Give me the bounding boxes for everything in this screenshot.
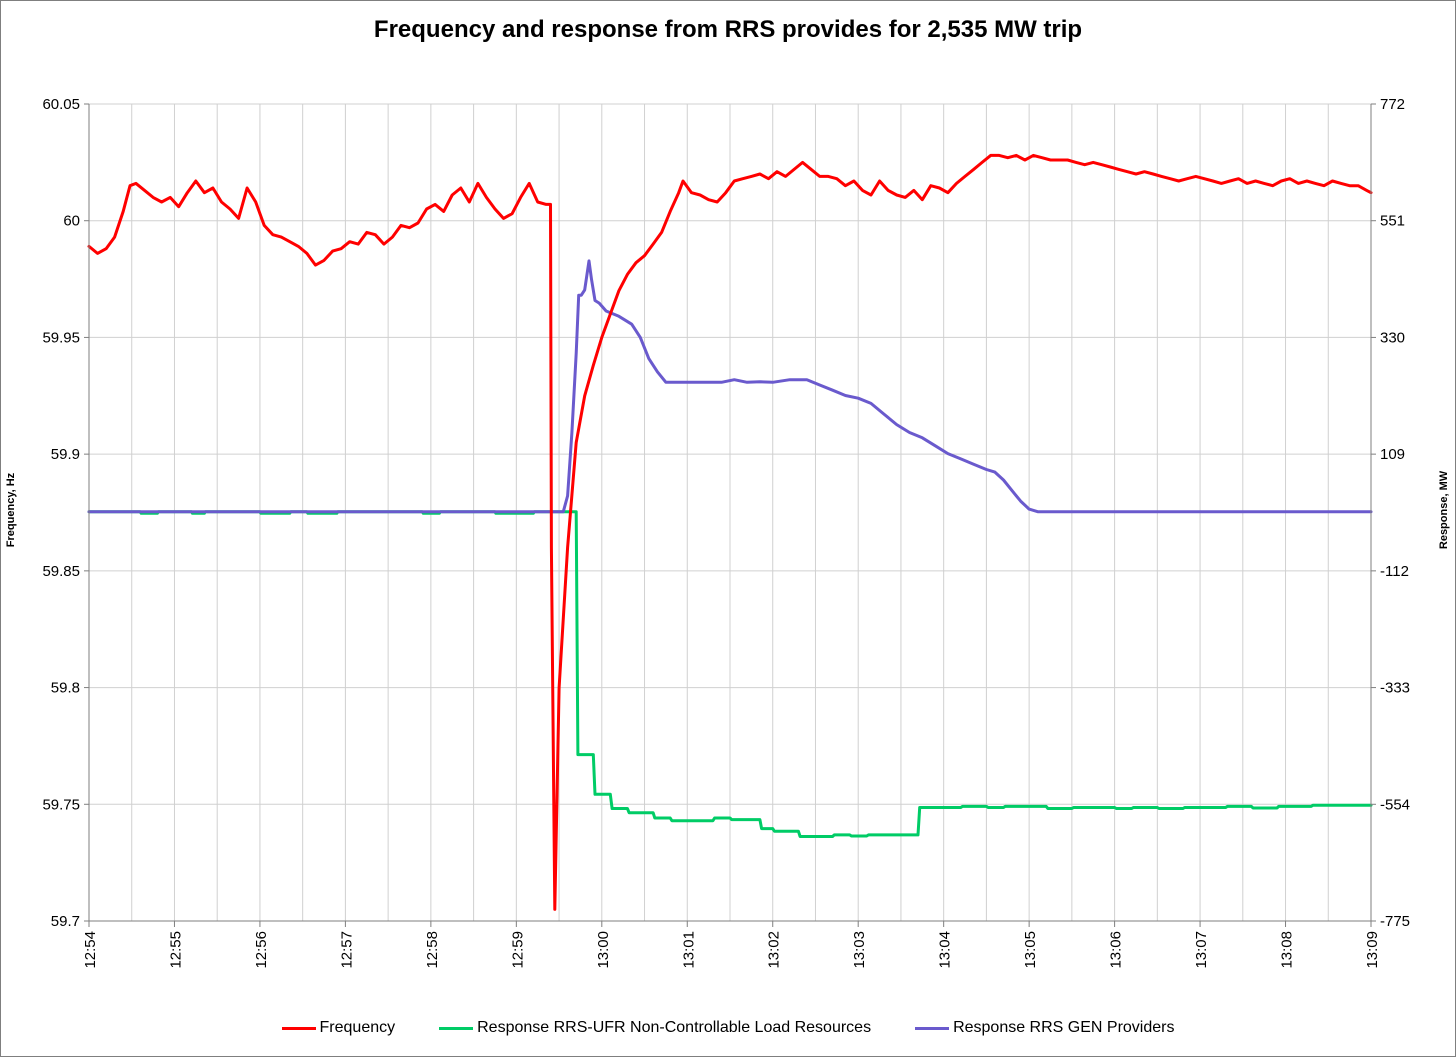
y-left-tick-label: 60.05 — [42, 96, 80, 113]
plot-area: 59.7 -775 59.75 -554 59.8 -333 59.85 -112 59.9 10… — [42, 96, 1410, 969]
legend-swatch-load-resources — [439, 1026, 474, 1030]
y-right-tick-label: 109 — [1380, 446, 1405, 463]
x-tick-label: 12:55 — [167, 931, 184, 969]
x-tick-label: 13:04 — [937, 931, 954, 969]
x-tick-label: 13:08 — [1279, 931, 1296, 969]
y-right-tick-label: -554 — [1380, 796, 1410, 813]
y-left-tick-label: 59.75 — [42, 796, 80, 813]
axes: 59.7 -775 59.75 -554 59.8 -333 59.85 -112 59.9 10… — [42, 96, 1410, 969]
x-tick-label: 13:01 — [680, 931, 697, 969]
y-right-tick-label: 551 — [1380, 213, 1405, 230]
y-axis-left-label: Frequency, Hz — [5, 472, 17, 548]
x-tick-label: 13:03 — [851, 931, 868, 969]
x-tick-label: 12:58 — [424, 931, 441, 969]
y-left-tick-label: 59.7 — [51, 913, 80, 930]
legend-swatch-frequency — [281, 1026, 316, 1030]
y-left-tick-label: 59.9 — [51, 446, 80, 463]
y-left-tick-label: 59.85 — [42, 563, 80, 580]
x-tick-label: 13:06 — [1108, 931, 1125, 969]
x-tick-label: 13:02 — [766, 931, 783, 969]
y-right-tick-label: 772 — [1380, 96, 1405, 113]
x-tick-label: 13:05 — [1022, 931, 1039, 969]
y-left-tick-label: 59.95 — [42, 329, 80, 346]
legend-item-frequency: Frequency — [281, 1018, 396, 1038]
x-tick-label: 12:57 — [338, 931, 355, 969]
series-layer — [87, 153, 1373, 911]
chart-title: Frequency and response from RRS provides… — [373, 16, 1083, 43]
y-left-tick-label: 59.8 — [51, 680, 80, 697]
y-right-tick-label: 330 — [1380, 329, 1405, 346]
x-tick-label: 13:07 — [1193, 931, 1210, 969]
x-tick-label: 12:54 — [82, 931, 99, 969]
y-left-tick-label: 60 — [63, 213, 80, 230]
x-tick-label: 13:09 — [1364, 931, 1381, 969]
legend-item-load-resources: Response RRS-UFR Non-Controllable Load R… — [439, 1018, 871, 1038]
y-right-tick-label: -333 — [1380, 680, 1410, 697]
y-right-tick-label: -775 — [1380, 913, 1410, 930]
x-tick-label: 13:00 — [595, 931, 612, 969]
legend-label-gen-providers: Response RRS GEN Providers — [953, 1019, 1175, 1036]
legend-swatch-gen-providers — [915, 1026, 950, 1030]
y-axis-right-label: Response, MW — [1438, 470, 1450, 550]
legend-label-frequency: Frequency — [319, 1019, 396, 1036]
legend-label-load-resources: Response RRS-UFR Non-Controllable Load R… — [477, 1019, 872, 1036]
series-frequency-line — [87, 153, 1373, 911]
y-right-tick-label: -112 — [1380, 563, 1409, 580]
legend: Frequency Response RRS-UFR Non-Controlla… — [0, 1018, 1456, 1038]
series-gen-providers-line — [87, 259, 1373, 514]
x-tick-label: 12:59 — [509, 931, 526, 969]
legend-item-gen-providers: Response RRS GEN Providers — [915, 1018, 1174, 1038]
x-tick-label: 12:56 — [253, 931, 270, 969]
